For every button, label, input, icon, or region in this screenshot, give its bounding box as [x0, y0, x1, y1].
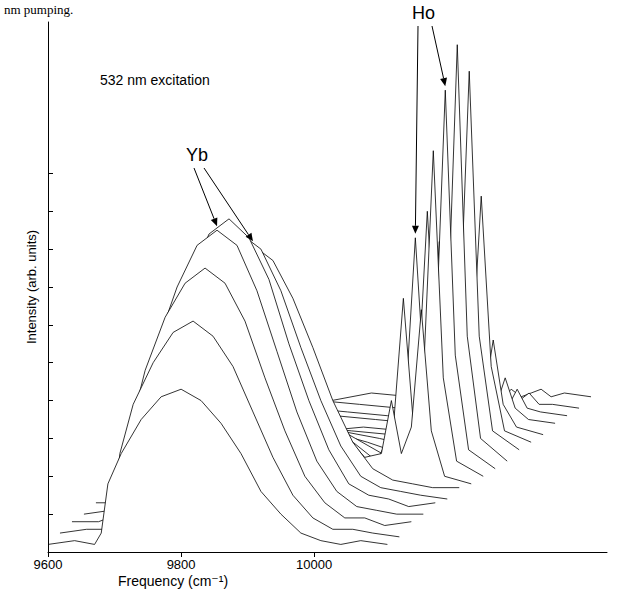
- svg-text:nm pumping.: nm pumping.: [4, 2, 73, 17]
- svg-text:Frequency (cm⁻¹): Frequency (cm⁻¹): [118, 573, 228, 589]
- svg-text:Ho: Ho: [412, 3, 435, 23]
- svg-text:9600: 9600: [34, 557, 63, 572]
- svg-text:532 nm excitation: 532 nm excitation: [100, 72, 210, 88]
- svg-text:10000: 10000: [296, 557, 332, 572]
- svg-text:9800: 9800: [167, 557, 196, 572]
- svg-text:Intensity (arb. units): Intensity (arb. units): [24, 230, 39, 344]
- svg-text:Yb: Yb: [186, 145, 208, 165]
